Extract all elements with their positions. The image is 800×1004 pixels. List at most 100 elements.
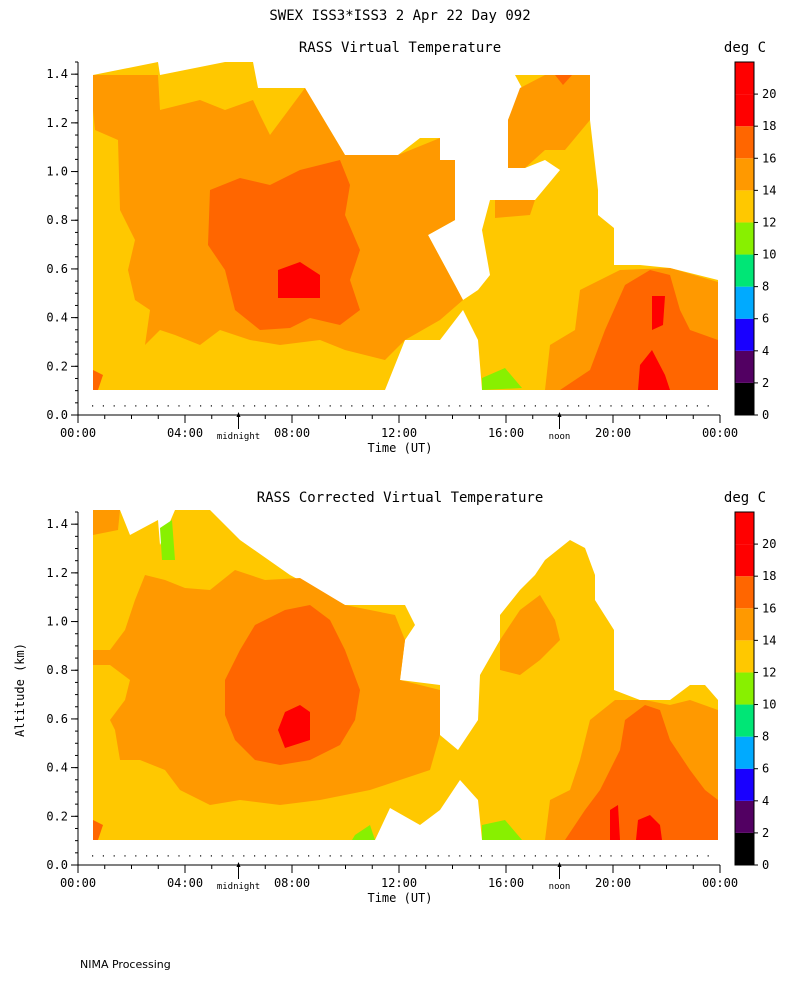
range-gate-dot [102,405,104,407]
time-marker-arrow [557,412,562,417]
panel-2-colorbar: 0 2 4 6 8 10 12 14 16 18 20 [734,511,776,872]
range-gate-dot [621,405,623,407]
range-gate-dot [588,405,590,407]
range-gate-dot [491,855,493,857]
range-gate-dot [167,855,169,857]
range-gate-dot [470,405,472,407]
colorbar-segment [735,318,754,351]
range-gate-dot [480,855,482,857]
range-gate-dot [124,855,126,857]
panel-1-region-14-16-patch [495,200,535,218]
range-gate-dot [318,405,320,407]
range-gate-dot [254,405,256,407]
colorbar-segment [735,158,754,191]
range-gate-dot [264,405,266,407]
x-tick-label: 12:00 [381,426,417,440]
range-gate-dot [696,405,698,407]
range-gate-dot [340,855,342,857]
panel-2-y-axis-label: Altitude (km) [13,643,27,737]
range-gate-dot [394,405,396,407]
colorbar-segment [735,576,754,609]
x-tick-label: 16:00 [488,876,524,890]
colorbar-segment [735,286,754,319]
range-gate-dot [286,855,288,857]
range-gate-dot [189,855,191,857]
range-gate-dot [200,405,202,407]
range-gate-dot [448,855,450,857]
x-tick-label: 00:00 [702,426,738,440]
range-gate-dot [178,405,180,407]
panel-2-region-14-16-mid [500,595,560,675]
panel-2-region-left-hot [93,820,103,840]
range-gate-dot [221,405,223,407]
y-tick-label: 1.4 [46,67,68,81]
colorbar-tick-label: 20 [762,537,776,551]
range-gate-dot [135,855,137,857]
range-gate-dot [372,855,374,857]
time-marker-label: noon [549,432,571,442]
range-gate-dot [524,405,526,407]
colorbar-segment [735,126,754,159]
range-gate-dot [189,405,191,407]
panel-1-title: RASS Virtual Temperature [299,40,501,56]
panel-2-region-10-12-mid [352,825,375,840]
range-gate-dot [135,405,137,407]
x-axis-label: Time (UT) [367,441,432,455]
x-tick-label: 00:00 [702,876,738,890]
range-gate-dot [437,855,439,857]
range-gate-dot [275,405,277,407]
range-gate-dot [264,855,266,857]
range-gate-dot [459,405,461,407]
colorbar-segment [735,800,754,833]
x-tick-label: 12:00 [381,876,417,890]
colorbar-tick-label: 2 [762,826,769,840]
x-tick-label: 08:00 [274,426,310,440]
range-gate-dot [567,405,569,407]
panel-1-region-18-plus-right [638,350,670,390]
range-gate-dot [610,405,612,407]
time-marker-label: noon [549,882,571,892]
colorbar-segment [735,190,754,223]
range-gate-dot [653,405,655,407]
colorbar-tick-label: 14 [762,633,776,647]
time-marker-label: midnight [217,882,260,892]
time-marker-arrow [236,862,241,867]
panel-2-region-10-12-bottom [482,820,522,840]
colorbar-tick-label: 8 [762,280,769,294]
range-gate-dot [124,405,126,407]
figure-title: SWEX ISS3*ISS3 2 Apr 22 Day 092 [269,8,530,24]
range-gate-dot [567,855,569,857]
colorbar-frame [734,511,755,866]
range-gate-dot [621,855,623,857]
range-gate-dot [545,855,547,857]
panel-1-region-18-plus [278,262,320,298]
range-gate-dot [686,405,688,407]
range-gate-dot [524,855,526,857]
colorbar-tick-label: 10 [762,698,776,712]
range-gate-dot [243,405,245,407]
colorbar-tick-label: 14 [762,183,776,197]
x-tick-label: 20:00 [595,426,631,440]
range-gate-dot [513,405,515,407]
y-tick-label: 1.0 [46,165,68,179]
range-gate-dot [113,855,115,857]
colorbar-segment [735,544,754,577]
range-gate-dot [156,405,158,407]
range-gate-dot [642,855,644,857]
range-gate-dot [394,855,396,857]
range-gate-dot [92,855,94,857]
range-gate-dot [578,405,580,407]
x-axis-label: Time (UT) [367,891,432,905]
range-gate-dot [113,405,115,407]
time-marker-arrow [557,862,562,867]
range-gate-dot [308,855,310,857]
colorbar-segment [735,608,754,641]
y-tick-label: 0.8 [46,663,68,677]
panel-2-region-14-16-left [93,510,120,535]
range-gate-dot [426,405,428,407]
range-gate-dot [362,855,364,857]
panel-1-region-18-plus-small [652,296,665,330]
colorbar-segment [735,768,754,801]
range-gate-dot [632,405,634,407]
